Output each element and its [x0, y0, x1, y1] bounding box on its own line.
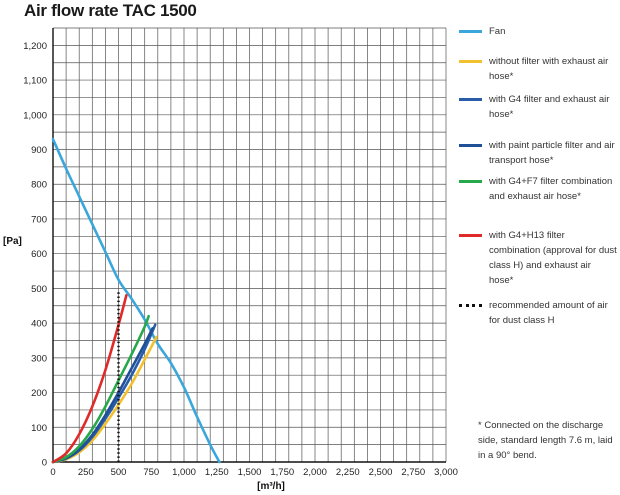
- x-tick-label: 1,250: [205, 467, 229, 478]
- y-tick-label: 600: [31, 249, 47, 260]
- x-tick-label: 500: [111, 467, 127, 478]
- grid: [52, 27, 447, 463]
- x-tick-label: 1,750: [270, 467, 294, 478]
- series-line-6: [51, 294, 128, 464]
- chart-title: Air flow rate TAC 1500: [24, 1, 197, 20]
- footnote: * Connected on the discharge side, stand…: [478, 420, 613, 461]
- y-tick-label: 0: [42, 458, 47, 469]
- series-line-5: [51, 314, 150, 464]
- legend-label: with G4 filter and exhaust air hose*: [489, 94, 610, 120]
- x-tick-label: 1,000: [172, 467, 196, 478]
- series-line-3: [51, 323, 157, 464]
- y-tick-label: 700: [31, 214, 47, 225]
- y-tick-label: 300: [31, 353, 47, 364]
- legend-label: with G4+F7 filter combination and exhaus…: [489, 176, 613, 202]
- y-axis-label: [Pa]: [3, 236, 22, 247]
- x-axis-label: [m³/h]: [257, 481, 285, 492]
- legend-label: with G4+H13 filter combination (approval…: [489, 230, 617, 286]
- legend-label: with paint particle filter and air trans…: [489, 140, 615, 166]
- x-tick-label: 1,500: [238, 467, 262, 478]
- legend-swatch: [459, 234, 482, 237]
- legend-swatch: [459, 60, 482, 63]
- y-tick-label: 1,200: [23, 41, 47, 52]
- legend-swatch: [459, 144, 482, 147]
- y-tick-label: 100: [31, 423, 47, 434]
- legend-swatch: [459, 304, 482, 307]
- y-tick-label: 500: [31, 284, 47, 295]
- x-tick-label: 0: [50, 467, 55, 478]
- x-tick-label: 2,000: [303, 467, 327, 478]
- y-tick-label: 1,000: [23, 110, 47, 121]
- tick-labels: 0 250 500 750 1,000 1,250 1,500 1,750 2,000 2,250…: [23, 41, 458, 478]
- y-tick-label: 400: [31, 319, 47, 330]
- x-tick-label: 750: [143, 467, 159, 478]
- y-tick-label: 900: [31, 145, 47, 156]
- x-tick-label: 250: [78, 467, 94, 478]
- y-tick-label: 1,100: [23, 76, 47, 87]
- legend-label: recommended amount of air for dust class…: [489, 300, 608, 326]
- legend-label: without filter with exhaust air hose*: [489, 56, 609, 82]
- legend-swatch: [459, 98, 482, 101]
- y-tick-label: 200: [31, 388, 47, 399]
- x-tick-label: 2,500: [369, 467, 393, 478]
- series-lines: [51, 137, 221, 464]
- legend-label: Fan: [489, 26, 506, 37]
- x-tick-label: 3,000: [434, 467, 458, 478]
- y-tick-label: 800: [31, 180, 47, 191]
- series-line-1: [51, 137, 221, 464]
- x-tick-label: 2,250: [336, 467, 360, 478]
- series-line-4: [51, 327, 154, 464]
- x-tick-label: 2,750: [401, 467, 425, 478]
- legend-swatch: [459, 180, 482, 183]
- legend-swatch: [459, 30, 482, 33]
